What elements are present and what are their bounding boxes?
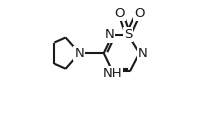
- Text: N: N: [105, 28, 114, 42]
- Text: N: N: [75, 47, 84, 60]
- Text: O: O: [114, 7, 125, 20]
- Text: S: S: [124, 28, 132, 41]
- Text: O: O: [134, 7, 145, 20]
- Text: N: N: [138, 47, 147, 60]
- Text: NH: NH: [103, 67, 122, 80]
